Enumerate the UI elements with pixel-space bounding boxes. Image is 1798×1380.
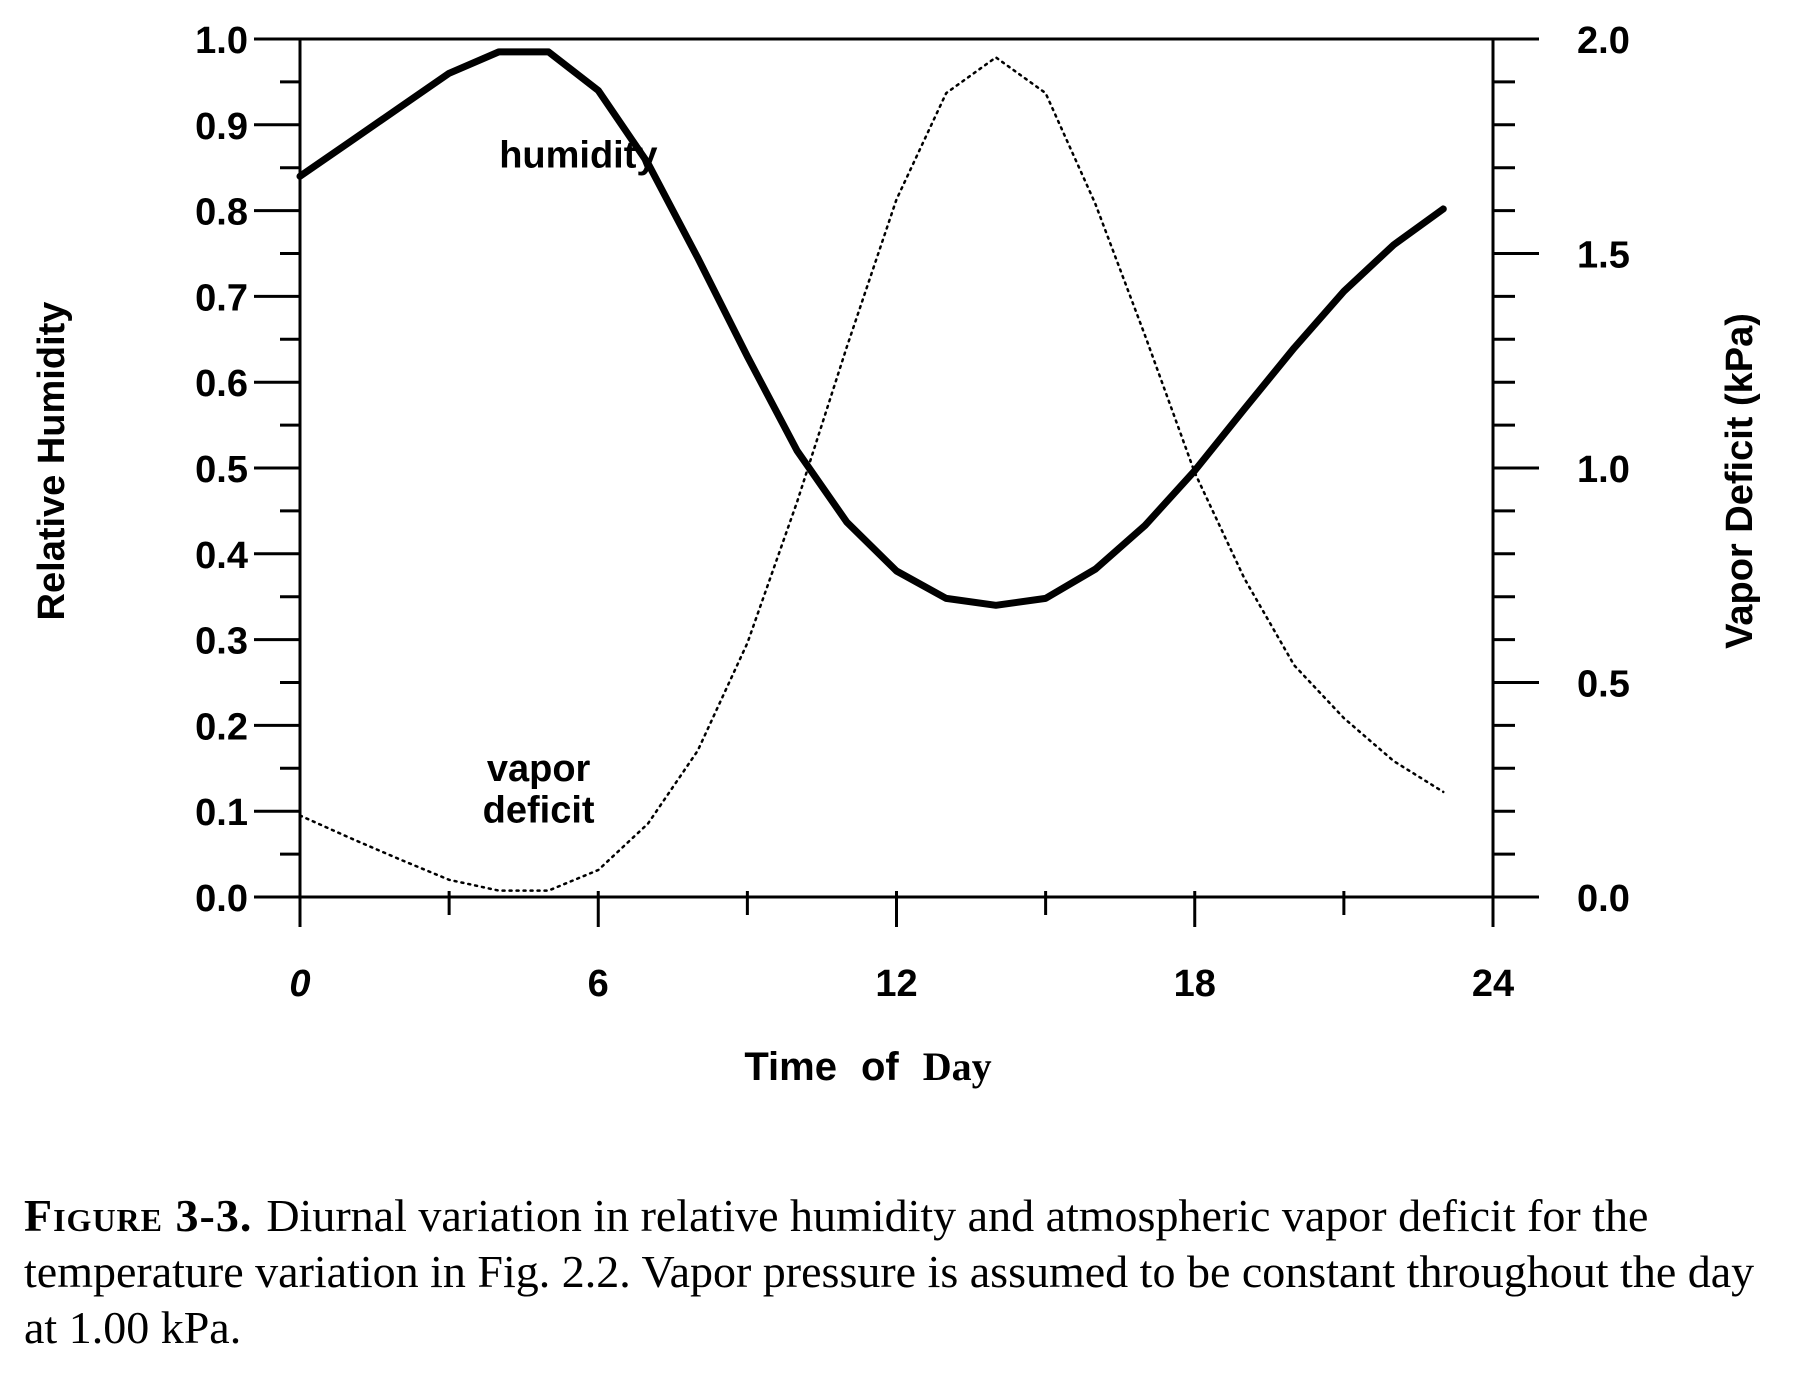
figure-caption-text: Diurnal variation in relative humidity a… [24, 1190, 1755, 1353]
annotation-humidity: humidity [499, 135, 657, 177]
chart: 0.0 0.1 0.2 0.3 0.4 0.5 0.6 0.7 0.8 0.9 1.0 0.0 0.5 1… [31, 20, 1761, 1089]
series-lines [296, 48, 1447, 892]
x-axis-label: Time of Day [744, 1044, 991, 1089]
figure-caption-label: Figure 3-3. [24, 1190, 253, 1241]
x-tick-label: 0 [289, 963, 310, 1005]
plot-frame [298, 37, 1495, 899]
x-axis-label-day: Day [923, 1044, 992, 1089]
y-left-tick-label: 0.4 [195, 535, 248, 577]
y-right-tick-label: 0.0 [1577, 878, 1630, 920]
y-left-tick-label: 0.1 [195, 792, 248, 834]
y-right-tick-label: 1.5 [1577, 235, 1630, 277]
y-right-tick-label: 0.5 [1577, 664, 1630, 706]
series-vapor-deficit-line [298, 56, 1445, 892]
y-left-tick-label: 0.3 [195, 621, 248, 663]
x-tick-label: 6 [588, 963, 609, 1005]
y-left-tick-label: 0.6 [195, 363, 248, 405]
x-axis-label-of: of [861, 1045, 899, 1089]
series-humidity-line [296, 48, 1447, 609]
x-tick-label: 24 [1472, 963, 1514, 1005]
tick-labels: 0.0 0.1 0.2 0.3 0.4 0.5 0.6 0.7 0.8 0.9 1.0 0.0 0.5 1… [195, 20, 1630, 1005]
x-axis-label-time: Time [744, 1045, 837, 1089]
y-right-tick-label: 2.0 [1577, 20, 1630, 62]
axis-ticks [254, 37, 1539, 927]
x-tick-label: 12 [875, 963, 917, 1005]
y-left-tick-label: 0.8 [195, 192, 248, 234]
y-left-tick-label: 0.5 [195, 449, 248, 491]
y-left-tick-label: 0.7 [195, 277, 248, 319]
y-axis-left-label: Relative Humidity [31, 302, 73, 621]
y-left-tick-label: 0.2 [195, 706, 248, 748]
y-left-tick-label: 0.9 [195, 106, 248, 148]
annotation-vapor: vapor [487, 748, 591, 790]
y-left-tick-label: 0.0 [195, 878, 248, 920]
x-tick-label: 18 [1174, 963, 1216, 1005]
y-right-tick-label: 1.0 [1577, 449, 1630, 491]
y-axis-right-label: Vapor Deficit (kPa) [1719, 313, 1761, 649]
y-left-tick-label: 1.0 [195, 20, 248, 62]
figure-caption: Figure 3-3. Diurnal variation in relative… [24, 1188, 1784, 1356]
annotation-deficit: deficit [483, 789, 595, 831]
